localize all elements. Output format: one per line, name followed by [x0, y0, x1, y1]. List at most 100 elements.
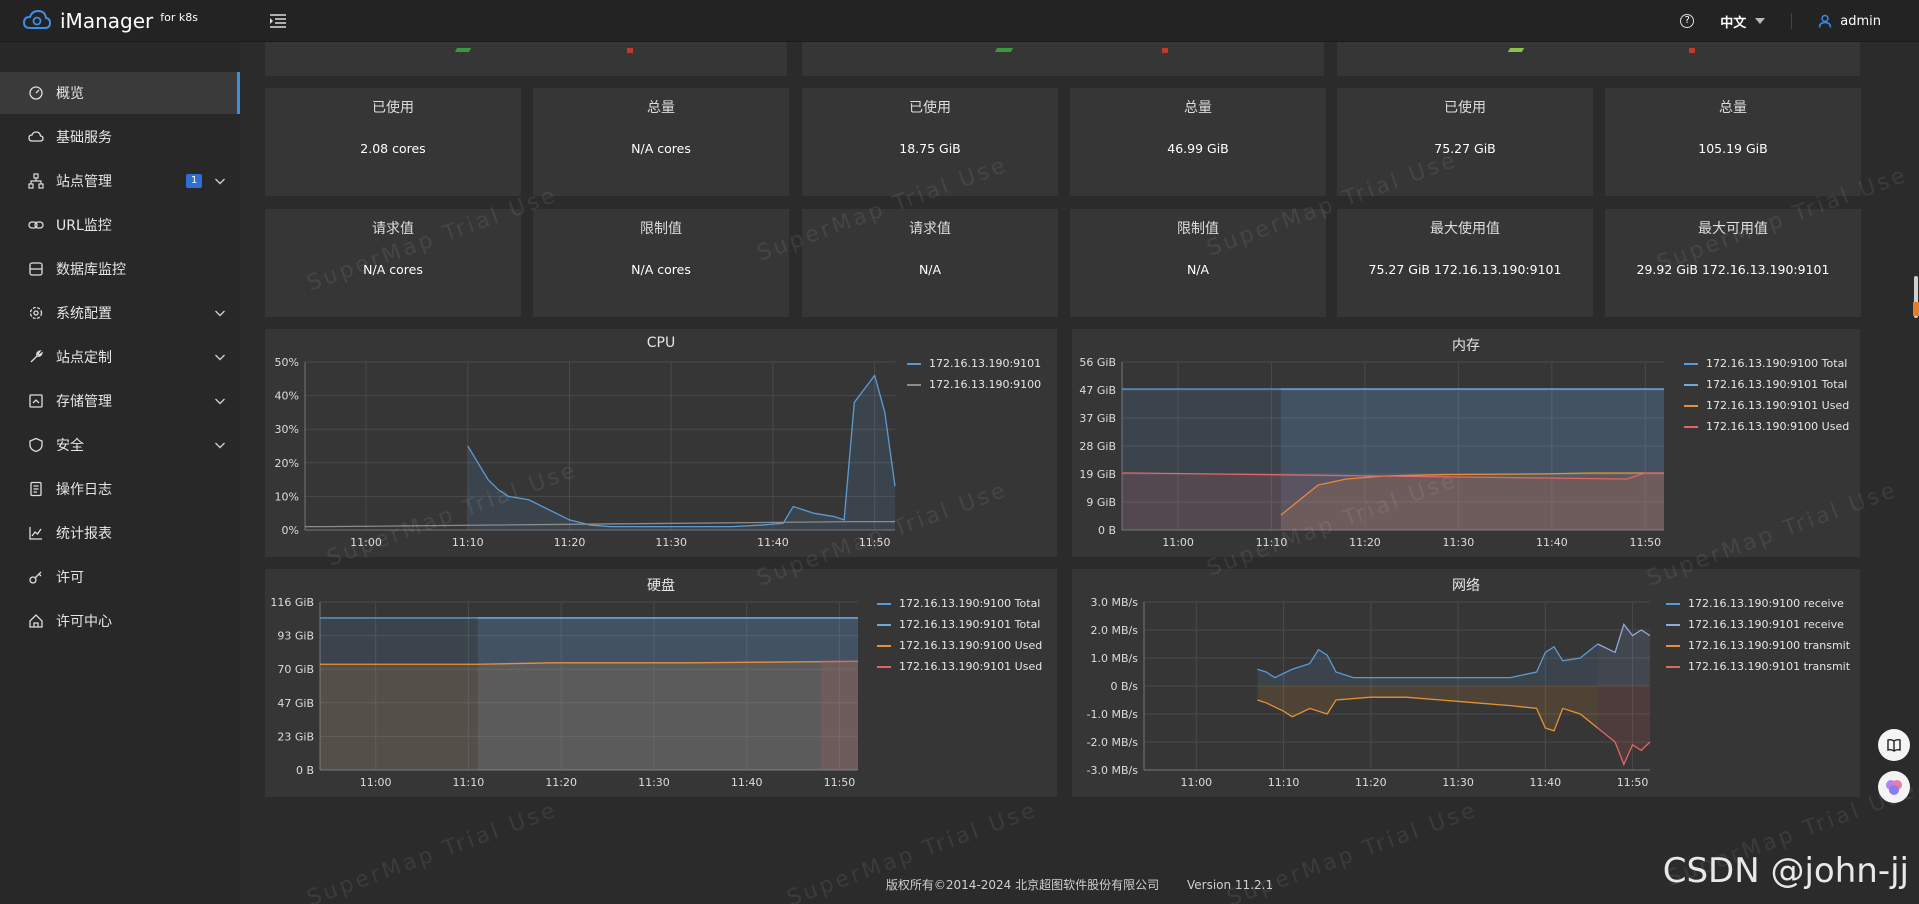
stat-value: N/A	[1186, 262, 1210, 277]
gauge-needle-red	[1162, 48, 1168, 53]
x-tick-label: 11:00	[350, 536, 382, 549]
legend-label: 172.16.13.190:9101 receive	[1688, 618, 1844, 631]
cloud-gear-icon	[22, 9, 52, 29]
chevron-down-icon[interactable]	[214, 307, 226, 319]
gauge-panel-memory	[802, 42, 1324, 76]
x-tick-label: 11:30	[655, 536, 687, 549]
x-tick-label: 11:40	[1529, 776, 1561, 789]
sidebar-item-label: 许可中心	[56, 614, 112, 630]
sidebar-item[interactable]: 操作日志	[0, 468, 240, 510]
legend-item[interactable]: 172.16.13.190:9100 Total	[877, 593, 1042, 614]
app-name: iManager	[60, 9, 154, 33]
legend-swatch	[877, 623, 891, 626]
legend-item[interactable]: 172.16.13.190:9100 Used	[877, 635, 1042, 656]
y-tick-label: 47 GiB	[277, 697, 314, 710]
sidebar-item[interactable]: 安全	[0, 424, 240, 466]
x-tick-label: 11:00	[1180, 776, 1212, 789]
chevron-down-icon[interactable]	[214, 175, 226, 187]
top-bar: iManager for k8s ? 中文 admin	[0, 0, 1919, 42]
sidebar-item[interactable]: 数据库监控	[0, 248, 240, 290]
sidebar-item-label: 许可	[56, 570, 84, 586]
series-area	[1597, 686, 1650, 765]
sidebar-item[interactable]: 站点定制	[0, 336, 240, 378]
legend-item[interactable]: 172.16.13.190:9101 Used	[1684, 395, 1849, 416]
stat-value: N/A cores	[363, 262, 423, 277]
legend-swatch	[877, 602, 891, 605]
scrollbar-thumb[interactable]	[1914, 276, 1918, 318]
cpu-chart-panel: CPU 50% 40% 30% 20% 10% 0% 11:00 11:10 11:20 11:30…	[265, 329, 1057, 557]
stat-label: 请求值	[909, 221, 951, 237]
legend-label: 172.16.13.190:9100 receive	[1688, 597, 1844, 610]
sidebar-item[interactable]: 站点管理 1	[0, 160, 240, 202]
y-tick-label: 37 GiB	[1079, 412, 1116, 425]
x-tick-label: 11:30	[638, 776, 670, 789]
legend-swatch	[877, 665, 891, 668]
stat-label: 最大可用值	[1698, 221, 1768, 237]
legend-item[interactable]: 172.16.13.190:9101 Total	[877, 614, 1042, 635]
stat-label: 已使用	[1444, 100, 1486, 116]
stat-label: 总量	[1184, 100, 1212, 116]
legend-item[interactable]: 172.16.13.190:9100 transmit	[1666, 635, 1850, 656]
sidebar-item-label: 存储管理	[56, 394, 112, 410]
x-tick-label: 11:40	[757, 536, 789, 549]
count-badge: 1	[186, 174, 203, 188]
legend-item[interactable]: 172.16.13.190:9101 transmit	[1666, 656, 1850, 677]
user-menu[interactable]: admin	[1818, 14, 1881, 29]
legend-item[interactable]: 172.16.13.190:9101 Total	[1684, 374, 1849, 395]
sidebar-item[interactable]: 许可	[0, 556, 240, 598]
stat-card: 最大可用值 29.92 GiB 172.16.13.190:9101	[1605, 209, 1861, 317]
key-icon	[28, 569, 44, 585]
menu-fold-icon[interactable]	[268, 13, 288, 29]
y-tick-label: 70 GiB	[277, 663, 314, 676]
legend-item[interactable]: 172.16.13.190:9100 receive	[1666, 593, 1850, 614]
stat-card: 已使用 75.27 GiB	[1337, 88, 1593, 196]
series-area	[1257, 644, 1598, 686]
stat-card: 请求值 N/A	[802, 209, 1058, 317]
sidebar-item[interactable]: 系统配置	[0, 292, 240, 334]
legend-swatch	[1666, 602, 1680, 605]
series-line	[1122, 472, 1664, 480]
y-tick-label: 1.0 MB/s	[1091, 652, 1139, 665]
series-line	[1597, 727, 1651, 767]
legend-swatch	[1666, 644, 1680, 647]
stat-label: 限制值	[1177, 221, 1219, 237]
gauge-panel-cpu	[265, 42, 787, 76]
legend-item[interactable]: 172.16.13.190:9100 Total	[1684, 353, 1849, 374]
chart-svg: 3.0 MB/s 2.0 MB/s 1.0 MB/s 0 B/s -1.0 MB/s -2…	[1087, 596, 1651, 789]
sidebar-item[interactable]: 存储管理	[0, 380, 240, 422]
language-selector[interactable]: 中文	[1720, 12, 1766, 31]
sidebar-item[interactable]: 概览	[0, 72, 240, 114]
chevron-down-icon[interactable]	[214, 395, 226, 407]
y-tick-label: 0 B	[1098, 524, 1116, 537]
scrollbar[interactable]	[1913, 42, 1919, 904]
legend-item[interactable]: 172.16.13.190:9100	[907, 374, 1041, 395]
chevron-down-icon[interactable]	[214, 351, 226, 363]
y-tick-label: 30%	[275, 423, 299, 436]
legend-item[interactable]: 172.16.13.190:9100 Used	[1684, 416, 1849, 437]
stat-card: 限制值 N/A cores	[533, 209, 789, 317]
sidebar-item-label: 站点定制	[56, 350, 112, 366]
sidebar-item[interactable]: URL监控	[0, 204, 240, 246]
book-button[interactable]	[1878, 729, 1910, 761]
legend-item[interactable]: 172.16.13.190:9101 Used	[877, 656, 1042, 677]
sidebar-item[interactable]: 统计报表	[0, 512, 240, 554]
legend-item[interactable]: 172.16.13.190:9101	[907, 353, 1041, 374]
chart-legend: 172.16.13.190:9101 172.16.13.190:9100	[907, 353, 1041, 395]
help-icon[interactable]: ?	[1680, 14, 1695, 28]
ai-assistant-button[interactable]	[1878, 771, 1910, 803]
sidebar-item[interactable]: 许可中心	[0, 600, 240, 642]
y-tick-label: 10%	[275, 490, 299, 503]
chart-title: 内存	[1452, 338, 1480, 354]
chevron-down-icon[interactable]	[214, 439, 226, 451]
stat-value: 29.92 GiB 172.16.13.190:9101	[1636, 262, 1830, 277]
x-tick-label: 11:20	[545, 776, 577, 789]
sidebar-item[interactable]: 基础服务	[0, 116, 240, 158]
sitemap-icon	[28, 173, 44, 189]
app-logo[interactable]: iManager for k8s	[22, 8, 198, 34]
stat-label: 已使用	[372, 100, 414, 116]
app-subtitle: for k8s	[160, 10, 198, 24]
y-tick-label: 56 GiB	[1079, 356, 1116, 369]
series-area	[467, 375, 895, 530]
legend-item[interactable]: 172.16.13.190:9101 receive	[1666, 614, 1850, 635]
stat-label: 请求值	[372, 221, 414, 237]
